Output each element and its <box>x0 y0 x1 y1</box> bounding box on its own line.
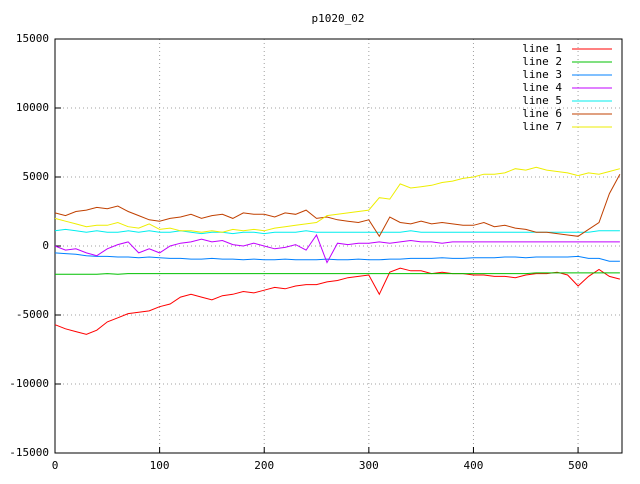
y-tick-label: -5000 <box>16 308 49 321</box>
x-tick-label: 200 <box>254 459 274 472</box>
y-tick-label: 5000 <box>23 170 50 183</box>
line-series <box>55 272 620 275</box>
legend-label: line 5 <box>522 94 562 107</box>
legend-label: line 7 <box>522 120 562 133</box>
legend-label: line 4 <box>522 81 562 94</box>
legend-label: line 3 <box>522 68 562 81</box>
y-tick-label: 10000 <box>16 101 49 114</box>
x-tick-label: 0 <box>52 459 59 472</box>
legend-label: line 6 <box>522 107 562 120</box>
line-series <box>54 252 620 262</box>
y-tick-label: -10000 <box>9 377 49 390</box>
x-tick-label: 100 <box>150 459 170 472</box>
line-series <box>54 228 620 235</box>
y-tick-label: -15000 <box>9 446 49 459</box>
x-tick-label: 500 <box>568 459 588 472</box>
x-tick-label: 300 <box>359 459 379 472</box>
x-tick-label: 400 <box>464 459 484 472</box>
legend-label: line 1 <box>522 42 562 55</box>
line-series <box>54 173 621 238</box>
y-tick-label: 0 <box>42 239 49 252</box>
y-tick-label: 15000 <box>16 32 49 45</box>
chart-title: p1020_02 <box>312 12 365 25</box>
legend-label: line 2 <box>522 55 562 68</box>
line-series <box>54 267 621 335</box>
line-series <box>54 233 620 264</box>
line-series <box>54 166 621 233</box>
